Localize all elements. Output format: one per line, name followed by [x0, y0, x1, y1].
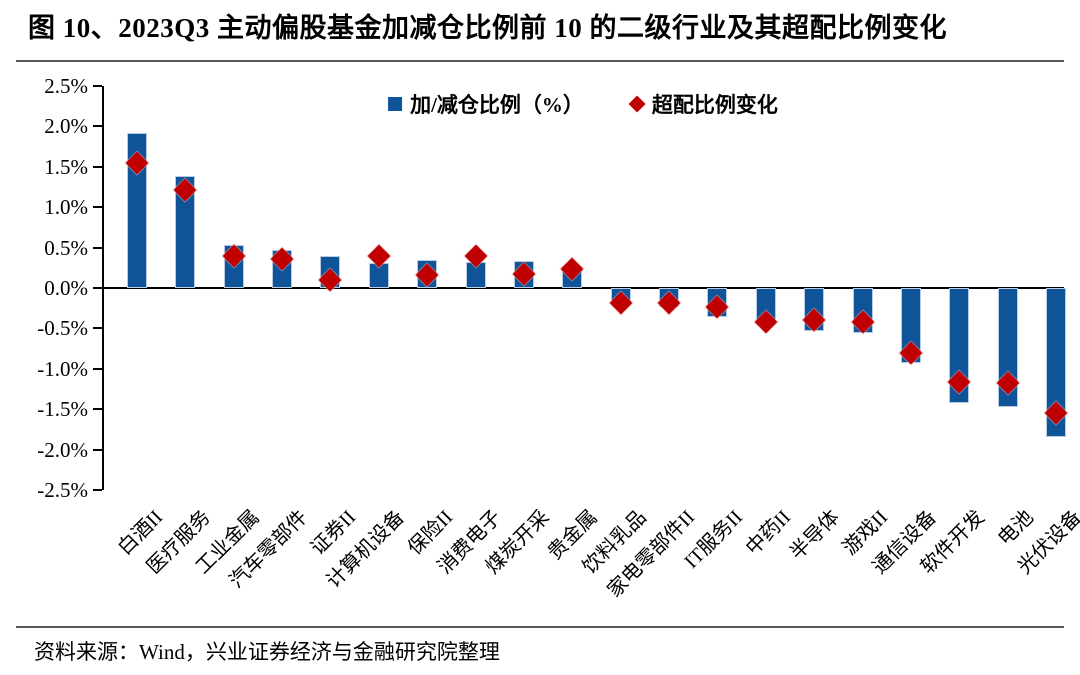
- legend-item-bar: 加/减仓比例（%）: [388, 89, 584, 119]
- y-tick: [93, 125, 102, 128]
- legend-diamond-label: 超配比例变化: [651, 93, 778, 117]
- title-divider: [16, 60, 1064, 62]
- y-tick-label: -1.5%: [37, 397, 88, 422]
- legend-bar-label: 加/减仓比例（%）: [410, 93, 584, 117]
- y-tick-label: 1.0%: [44, 195, 88, 220]
- legend-item-diamond: 超配比例变化: [628, 89, 778, 119]
- source-divider: [16, 626, 1064, 628]
- chart-plot-area: 加/减仓比例（%） 超配比例变化 2.5% 2.0% 1.5% 1.0% 0.5% 0.0…: [37, 74, 1080, 602]
- y-tick-label: 0.0%: [44, 276, 88, 300]
- y-tick-label: -2.5%: [37, 478, 88, 502]
- y-tick: [93, 327, 102, 330]
- bar: [1046, 288, 1066, 438]
- bar: [127, 132, 147, 288]
- y-tick: [93, 165, 102, 168]
- chart-legend: 加/减仓比例（%） 超配比例变化: [388, 89, 778, 119]
- zero-line: [102, 287, 1064, 289]
- bar-legend-swatch-icon: [388, 97, 403, 111]
- y-tick: [93, 206, 102, 209]
- y-tick: [93, 246, 102, 249]
- x-axis-label: 中药II: [742, 506, 796, 560]
- y-tick: [93, 85, 102, 87]
- y-tick: [93, 448, 102, 451]
- diamond-legend-icon: [628, 95, 646, 113]
- figure-title: 图 10、2023Q3 主动偏股基金加减仓比例前 10 的二级行业及其超配比例变…: [28, 13, 948, 43]
- y-tick-label: -1.0%: [37, 356, 88, 381]
- y-tick-label: -2.0%: [37, 437, 88, 462]
- y-tick-label: 0.5%: [44, 235, 88, 260]
- y-tick: [93, 367, 102, 370]
- x-axis-label: 半导体: [785, 506, 844, 565]
- source-text: 资料来源：Wind，兴业证券经济与金融研究院整理: [34, 640, 500, 664]
- y-tick-label: 2.0%: [44, 114, 88, 139]
- y-tick-label: 1.5%: [44, 154, 88, 179]
- y-tick-label: -0.5%: [37, 316, 88, 341]
- y-tick-label: 2.5%: [44, 74, 88, 98]
- y-tick: [93, 489, 102, 491]
- y-tick: [93, 408, 102, 411]
- y-tick: [93, 287, 102, 289]
- bar: [175, 176, 196, 288]
